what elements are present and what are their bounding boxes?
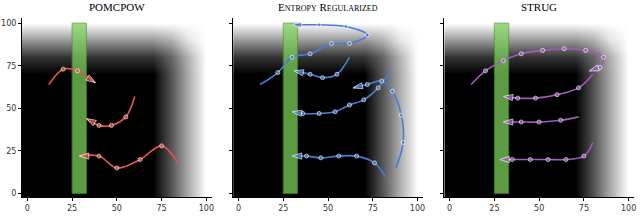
svg-text:75: 75 xyxy=(6,62,16,71)
svg-text:50: 50 xyxy=(534,204,544,213)
svg-text:75: 75 xyxy=(157,204,167,213)
svg-text:100: 100 xyxy=(410,204,425,213)
svg-text:0: 0 xyxy=(25,204,30,213)
svg-text:0: 0 xyxy=(447,204,452,213)
svg-text:Entropy Regularized: Entropy Regularized xyxy=(278,1,378,13)
svg-text:25: 25 xyxy=(67,204,77,213)
svg-text:75: 75 xyxy=(579,204,589,213)
svg-text:100: 100 xyxy=(199,204,214,213)
svg-text:100: 100 xyxy=(1,19,16,28)
svg-text:75: 75 xyxy=(368,204,378,213)
svg-text:POMCPOW: POMCPOW xyxy=(89,1,145,13)
svg-text:0: 0 xyxy=(236,204,241,213)
svg-text:25: 25 xyxy=(489,204,499,213)
svg-text:STRUG: STRUG xyxy=(521,1,557,13)
svg-text:100: 100 xyxy=(621,204,636,213)
svg-text:50: 50 xyxy=(112,204,122,213)
svg-text:25: 25 xyxy=(6,147,16,156)
svg-text:0: 0 xyxy=(11,189,16,198)
svg-text:25: 25 xyxy=(278,204,288,213)
svg-text:50: 50 xyxy=(6,104,16,113)
svg-text:50: 50 xyxy=(323,204,333,213)
